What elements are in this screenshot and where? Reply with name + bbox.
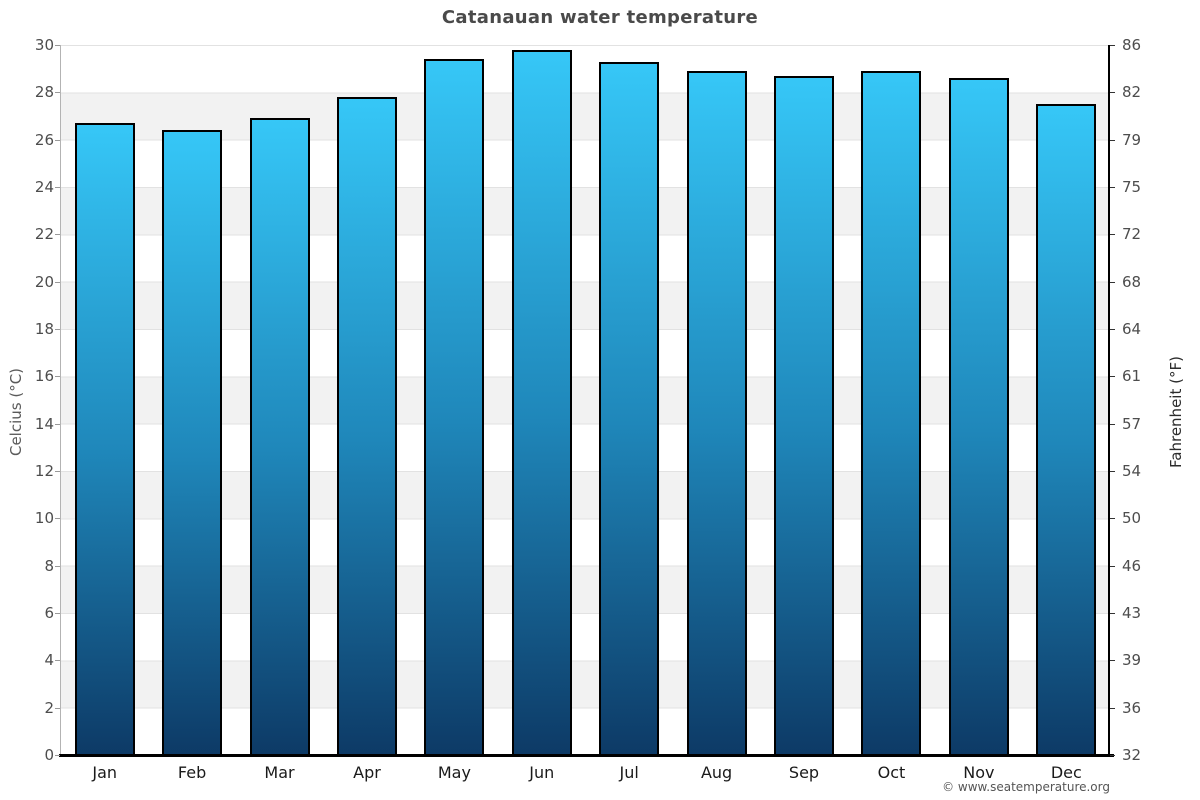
x-tick-label-jan: Jan [92,763,118,782]
x-tick-label-dec: Dec [1050,763,1082,782]
y-tick-label-celsius: 30 [34,36,54,54]
x-tick-label-jul: Jul [619,763,639,782]
y-tick-mark-left [55,139,60,141]
y-tick-label-celsius: 28 [34,83,54,102]
x-tick-label-feb: Feb [177,763,207,782]
y-axis-line-right [1108,45,1110,755]
y-tick-label-celsius: 12 [34,462,54,480]
y-tick-label-celsius: 20 [34,272,54,291]
bar-aug [686,71,747,755]
x-axis-line [59,754,1114,757]
y-tick-mark-left [55,376,60,378]
y-tick-mark-right [1110,92,1115,94]
y-tick-mark-right [1110,423,1115,425]
y-tick-mark-right [1110,471,1115,472]
y-tick-mark-left [55,234,60,236]
y-tick-mark-right [1110,707,1115,709]
bar-jun [511,49,572,755]
x-tick-label-jun: Jun [529,763,555,782]
y-tick-label-fahrenheit: 86 [1122,36,1142,54]
bar-jan [74,123,135,755]
y-tick-label-fahrenheit: 32 [1122,746,1142,764]
y-tick-mark-right [1110,376,1115,378]
y-tick-label-celsius: 6 [44,604,54,622]
y-tick-mark-right [1110,755,1115,756]
bar-jul [599,61,660,755]
y-tick-mark-right [1110,613,1115,614]
y-tick-mark-right [1110,660,1115,662]
y-tick-label-celsius: 22 [34,225,54,244]
bar-dec [1036,104,1097,755]
y-tick-mark-left [55,281,60,283]
y-tick-mark-right [1110,281,1115,283]
chart-title: Catanauan water temperature [441,7,759,28]
y-tick-label-fahrenheit: 68 [1122,272,1142,291]
y-tick-label-celsius: 14 [34,414,54,433]
y-tick-label-celsius: 26 [34,130,54,149]
y-tick-label-celsius: 4 [44,651,54,670]
bar-may [424,59,485,755]
x-tick-label-apr: Apr [353,763,381,782]
y-tick-mark-left [55,92,60,94]
y-tick-label-fahrenheit: 50 [1122,509,1142,528]
y-tick-label-fahrenheit: 57 [1122,414,1142,433]
y-tick-mark-right [1110,187,1115,188]
y-tick-label-fahrenheit: 46 [1122,556,1142,575]
y-tick-mark-left [55,329,60,330]
y-tick-label-fahrenheit: 36 [1122,698,1142,717]
y-tick-mark-left [55,518,60,520]
x-tick-label-may: May [437,763,471,782]
y-tick-mark-right [1110,518,1115,520]
y-tick-label-celsius: 0 [44,746,54,764]
y-tick-mark-left [55,187,60,188]
y-tick-label-fahrenheit: 39 [1122,651,1142,670]
y-tick-label-celsius: 18 [34,320,54,338]
y-tick-mark-right [1110,45,1115,46]
y-tick-mark-right [1110,329,1115,330]
bar-mar [249,118,310,755]
y-axis-line-left [60,45,61,755]
y-tick-mark-right [1110,234,1115,236]
y-tick-label-fahrenheit: 64 [1122,320,1142,338]
bar-sep [774,75,835,755]
y-tick-label-celsius: 8 [44,556,54,575]
y-tick-mark-left [55,755,60,756]
plot-area [61,45,1110,755]
y-tick-label-fahrenheit: 72 [1122,225,1142,244]
y-tick-mark-left [55,471,60,472]
y-tick-label-celsius: 16 [34,367,54,386]
y-tick-mark-left [55,565,60,567]
y-tick-mark-left [55,423,60,425]
y-tick-label-celsius: 24 [34,178,54,196]
bar-apr [336,97,397,755]
y-tick-mark-left [55,45,60,46]
y-tick-label-celsius: 2 [44,698,54,717]
y-axis-title-celsius: Celcius (°C) [7,367,25,457]
y-tick-label-fahrenheit: 43 [1122,604,1142,622]
bar-nov [948,78,1009,755]
copyright-credit: © www.seatemperature.org [942,780,1110,794]
x-tick-label-nov: Nov [963,763,995,782]
x-tick-label-mar: Mar [264,763,295,782]
y-tick-mark-left [55,613,60,614]
y-tick-label-fahrenheit: 54 [1122,462,1142,480]
y-tick-label-fahrenheit: 61 [1122,367,1142,386]
y-tick-label-fahrenheit: 79 [1122,130,1142,149]
y-axis-title-fahrenheit: Fahrenheit (°F) [1167,356,1185,468]
y-tick-mark-right [1110,565,1115,567]
y-tick-mark-left [55,707,60,709]
x-tick-label-aug: Aug [700,763,733,782]
x-tick-label-oct: Oct [877,763,906,782]
y-tick-label-fahrenheit: 82 [1122,83,1142,102]
y-tick-mark-right [1110,139,1115,141]
y-tick-label-celsius: 10 [34,509,54,528]
y-tick-label-fahrenheit: 75 [1122,178,1142,196]
bar-feb [162,130,223,755]
x-tick-label-sep: Sep [788,763,820,782]
bar-oct [861,71,922,755]
y-tick-mark-left [55,660,60,662]
